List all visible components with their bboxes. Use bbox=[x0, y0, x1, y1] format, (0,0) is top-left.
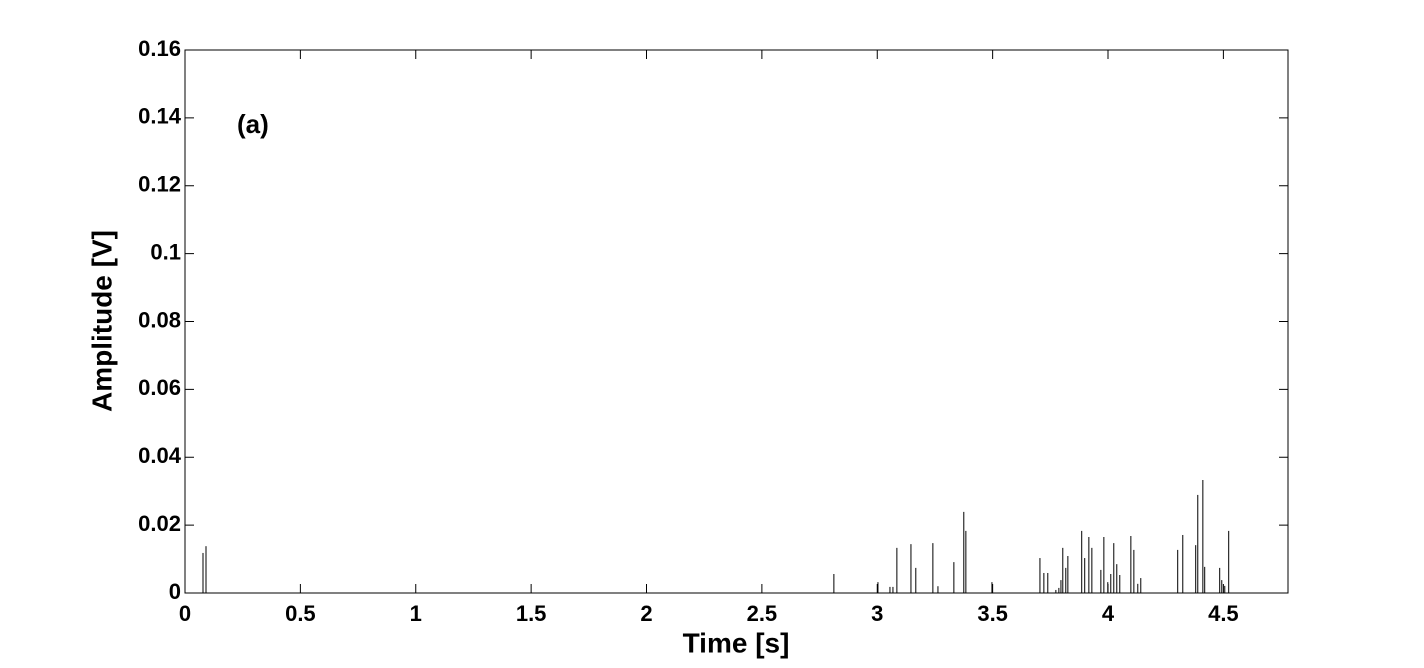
plot-frame bbox=[184, 49, 1289, 594]
y-tick-label: 0.12 bbox=[138, 172, 181, 197]
x-tick-label: 4.5 bbox=[1208, 601, 1239, 626]
y-tick-label: 0.16 bbox=[138, 36, 181, 61]
y-tick-label: 0.02 bbox=[138, 511, 181, 536]
y-axis-label: Amplitude [V] bbox=[86, 230, 117, 412]
y-tick-label: 0.1 bbox=[150, 239, 181, 264]
x-tick-label: 3.5 bbox=[977, 601, 1008, 626]
x-tick-label: 3 bbox=[871, 601, 883, 626]
y-tick-label: 0 bbox=[169, 579, 181, 604]
y-tick-label: 0.04 bbox=[138, 443, 182, 468]
x-tick-label: 2 bbox=[640, 601, 652, 626]
annotation: (a) bbox=[237, 109, 269, 139]
x-tick-label: 4 bbox=[1102, 601, 1115, 626]
x-tick-label: 0 bbox=[179, 601, 191, 626]
y-tick-label: 0.08 bbox=[138, 307, 181, 332]
x-tick-label: 1.5 bbox=[516, 601, 547, 626]
y-tick-label: 0.14 bbox=[138, 104, 182, 129]
x-tick-label: 1 bbox=[410, 601, 422, 626]
x-tick-label: 0.5 bbox=[285, 601, 316, 626]
y-tick-label: 0.06 bbox=[138, 375, 181, 400]
x-tick-label: 2.5 bbox=[747, 601, 778, 626]
x-axis-label: Time [s] bbox=[683, 627, 790, 658]
